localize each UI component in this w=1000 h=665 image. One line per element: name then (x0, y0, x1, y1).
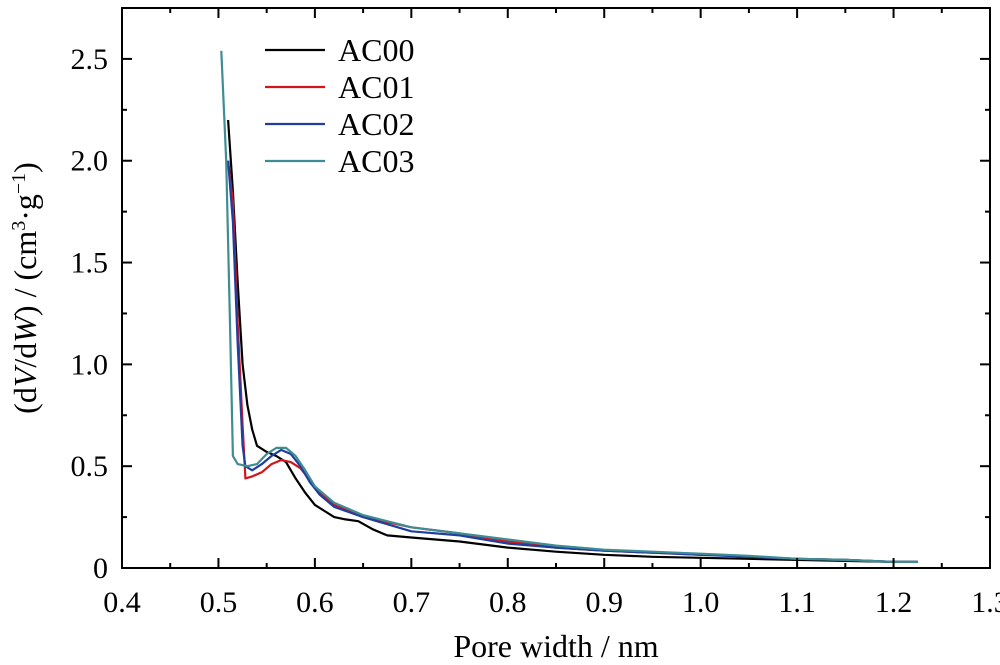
x-tick-label: 0.4 (103, 586, 141, 619)
y-tick-label: 1.0 (71, 348, 109, 381)
y-axis-label: (dV/dW) / (cm3·g−1) (7, 162, 43, 414)
series-line-ac03 (220, 50, 918, 563)
x-tick-label: 1.3 (971, 586, 1000, 619)
x-tick-label: 0.7 (393, 586, 431, 619)
legend-label-ac00: AC00 (338, 32, 414, 68)
plot-frame (121, 7, 991, 569)
series-layer (220, 50, 918, 563)
legend-label-ac01: AC01 (338, 69, 414, 105)
x-tick-label: 1.2 (875, 586, 913, 619)
legend-label-ac02: AC02 (338, 106, 414, 142)
legend-label-ac03: AC03 (338, 143, 414, 179)
series-line-ac00 (227, 119, 918, 563)
y-tick-label: 2.5 (71, 43, 109, 76)
tick-layer: 0.4 0.5 0.6 0.7 0.8 0.9 1.0 1.1 1.2 1.3 0 0.5 1.0 1.5… (71, 8, 1000, 619)
x-tick-label: 0.5 (200, 586, 238, 619)
x-axis-label: Pore width / nm (453, 628, 658, 664)
y-tick-label: 1.5 (71, 247, 109, 280)
y-tick-label: 0 (93, 552, 108, 585)
x-tick-label: 1.1 (778, 586, 816, 619)
x-tick-label: 0.9 (585, 586, 623, 619)
x-tick-label: 0.6 (296, 586, 334, 619)
x-tick-label: 1.0 (682, 586, 720, 619)
y-tick-label: 2.0 (71, 145, 109, 178)
y-tick-label: 0.5 (71, 450, 109, 483)
x-tick-label: 0.8 (489, 586, 527, 619)
